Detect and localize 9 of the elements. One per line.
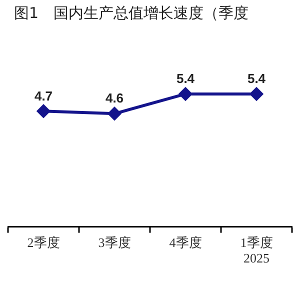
x-tick-label: 1季度 2025	[240, 235, 273, 266]
chart-title: 图1 国内生产总值增长速度（季度	[14, 4, 249, 23]
x-tick-label: 3季度	[98, 235, 131, 250]
x-tick-label: 2季度	[27, 235, 60, 250]
data-label: 5.4	[247, 71, 266, 86]
data-label: 5.4	[176, 71, 196, 86]
data-label: 4.6	[105, 90, 124, 106]
data-label: 4.7	[34, 88, 53, 104]
x-tick-label: 4季度	[169, 235, 202, 250]
